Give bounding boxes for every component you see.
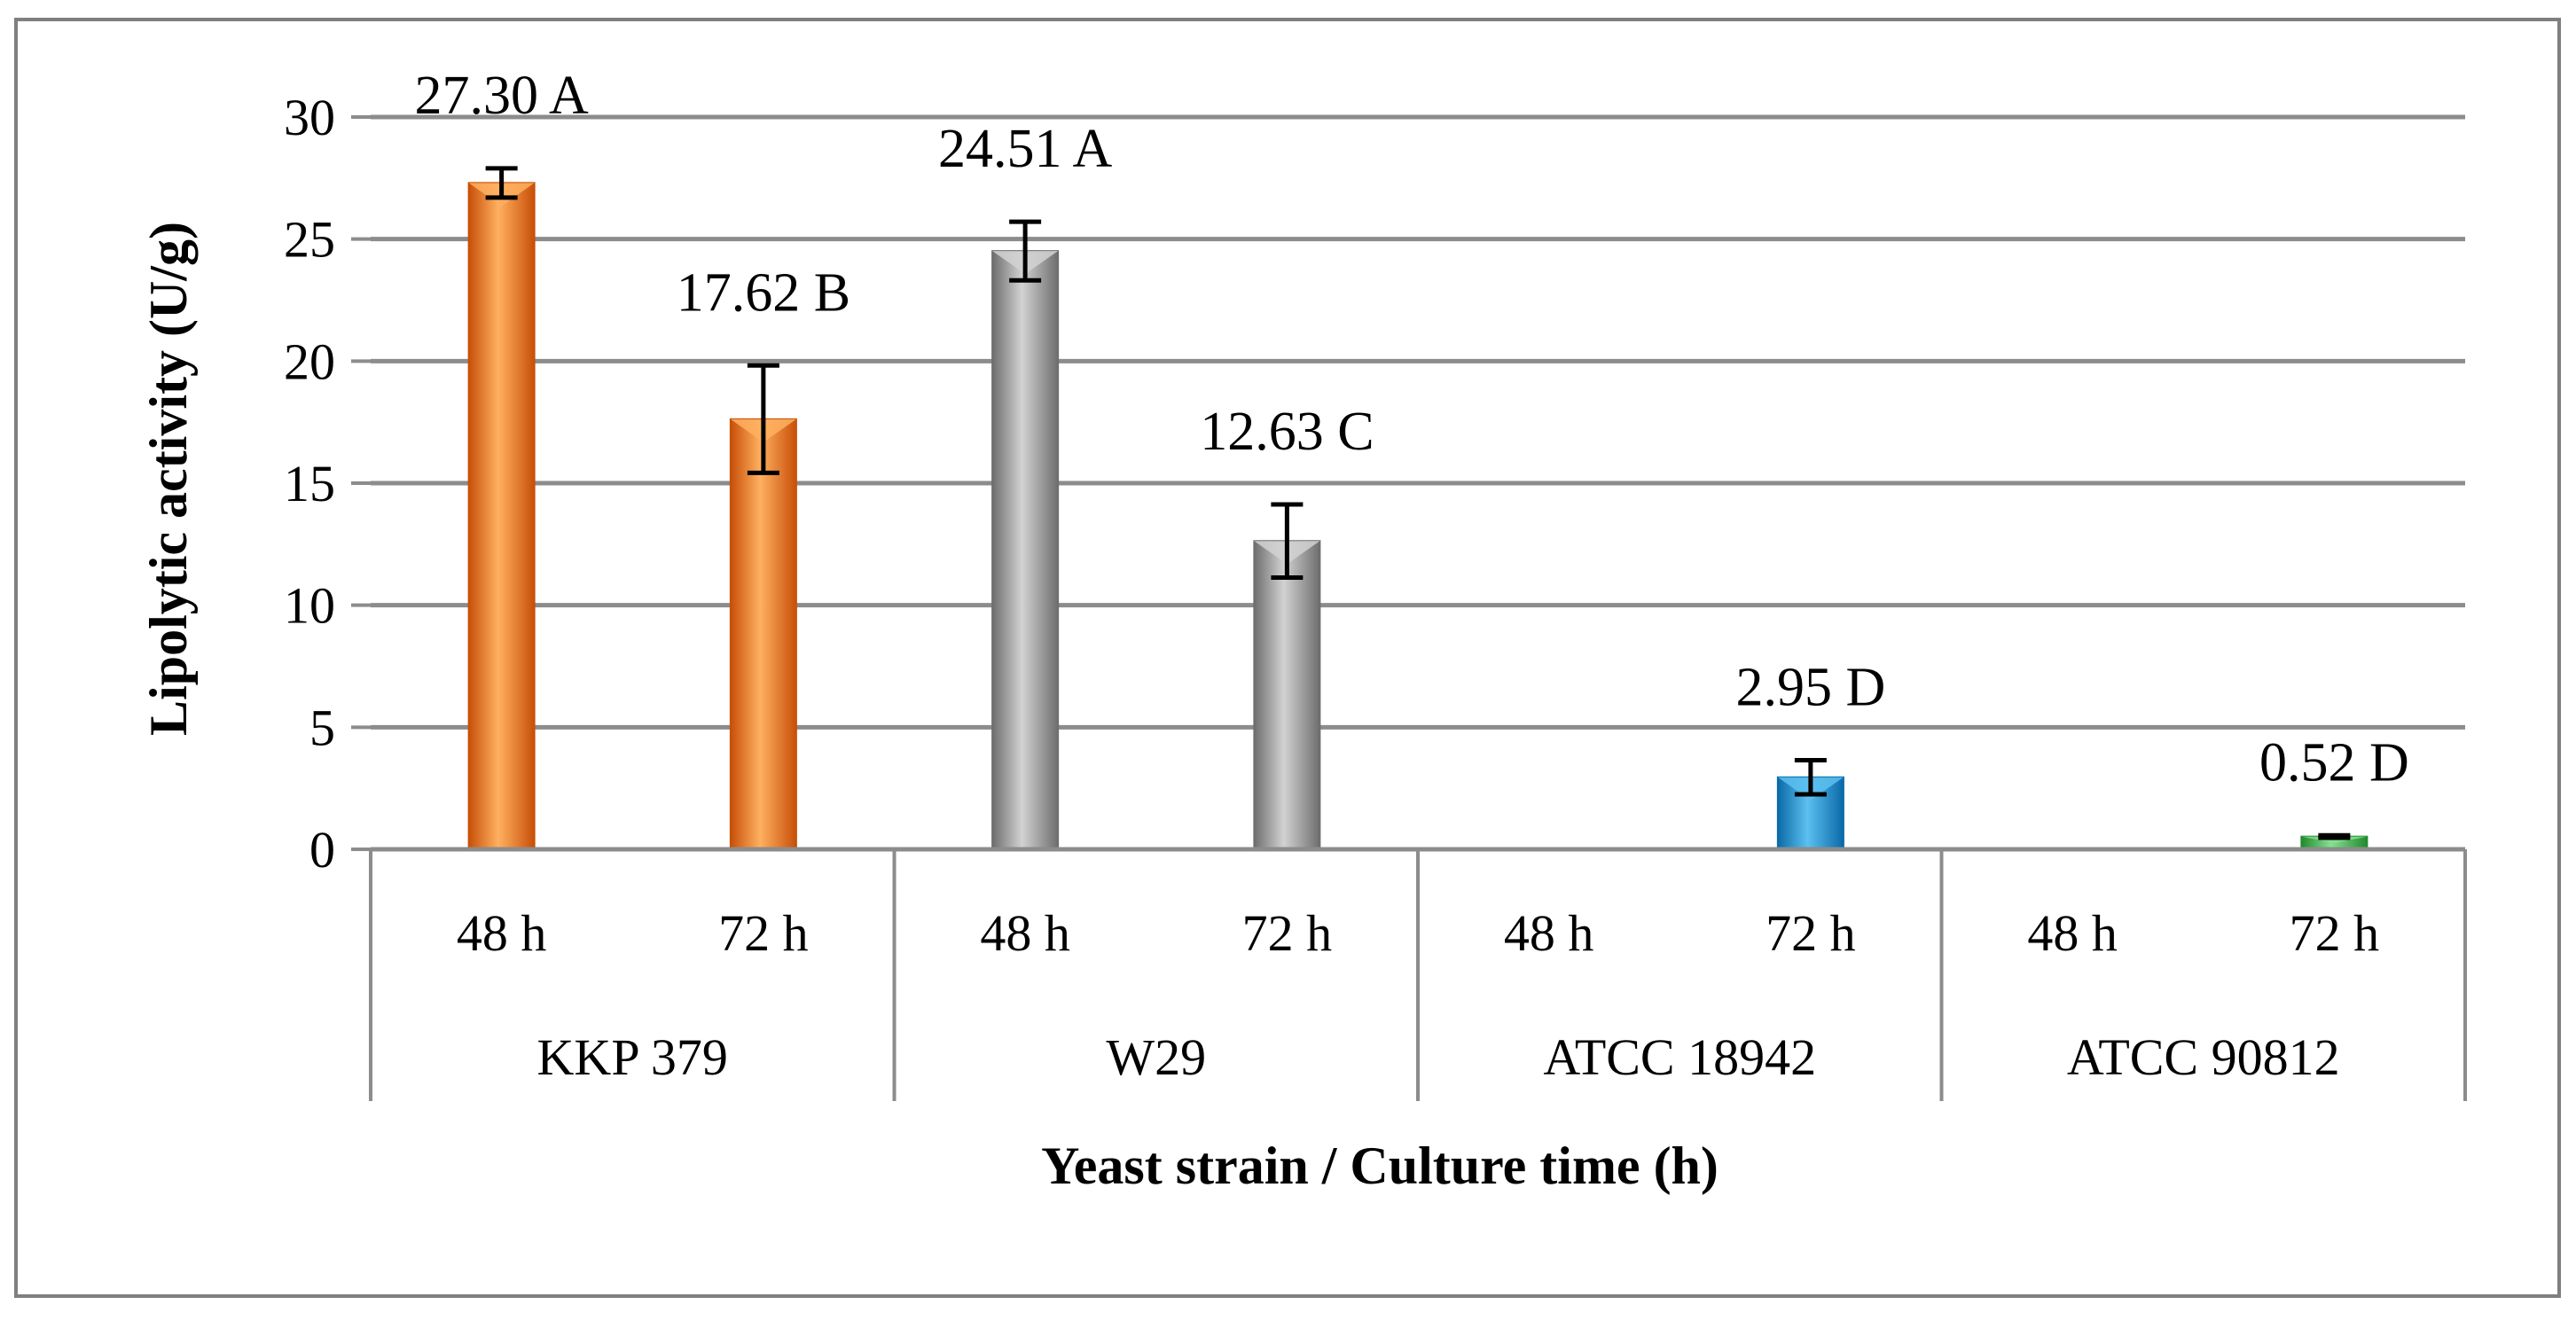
- bar: [991, 250, 1060, 850]
- bar: [467, 182, 536, 850]
- bar: [729, 418, 797, 850]
- group-label: ATCC 90812: [2067, 1028, 2340, 1086]
- x-tick-label: 72 h: [718, 904, 809, 962]
- y-tick-label: 10: [284, 577, 335, 635]
- data-label: 27.30 A: [414, 66, 589, 126]
- group-label: W29: [1106, 1028, 1206, 1086]
- y-tick-label: 15: [284, 455, 335, 512]
- y-tick-label: 5: [309, 699, 335, 756]
- x-tick-label: 48 h: [980, 904, 1070, 962]
- y-axis-ticks: 0 5 10 15 20 25 30: [284, 89, 371, 879]
- bars: 27.30 A 17.62 B 24.51 A 12.63 C 2.95 D 0.52 D: [414, 66, 2409, 851]
- y-tick-label: 20: [284, 332, 335, 390]
- x-axis: 48 h 72 h 48 h 72 h 48 h 72 h 48 h 72 h KKP 379 W…: [369, 847, 2467, 1101]
- data-label: 2.95 D: [1735, 658, 1885, 718]
- x-tick-label: 48 h: [1504, 904, 1594, 962]
- group-label: KKP 379: [537, 1028, 728, 1086]
- data-label: 17.62 B: [677, 262, 850, 323]
- x-tick-label: 48 h: [2027, 904, 2118, 962]
- x-tick-label: 72 h: [1242, 904, 1333, 962]
- x-tick-label: 72 h: [2290, 904, 2380, 962]
- x-axis-title: Yeast strain / Culture time (h): [1041, 1137, 1719, 1195]
- x-tick-label: 72 h: [1766, 904, 1856, 962]
- bar: [1253, 540, 1321, 851]
- data-label: 12.63 C: [1200, 402, 1374, 462]
- data-label: 0.52 D: [2259, 732, 2409, 793]
- y-tick-label: 30: [284, 89, 335, 146]
- group-label: ATCC 18942: [1543, 1028, 1816, 1086]
- x-tick-label: 48 h: [457, 904, 547, 962]
- y-tick-label: 25: [284, 211, 335, 269]
- y-axis-title: Lipolytic activity (U/g): [139, 222, 198, 736]
- data-label: 24.51 A: [938, 119, 1113, 179]
- y-tick-label: 0: [309, 821, 335, 879]
